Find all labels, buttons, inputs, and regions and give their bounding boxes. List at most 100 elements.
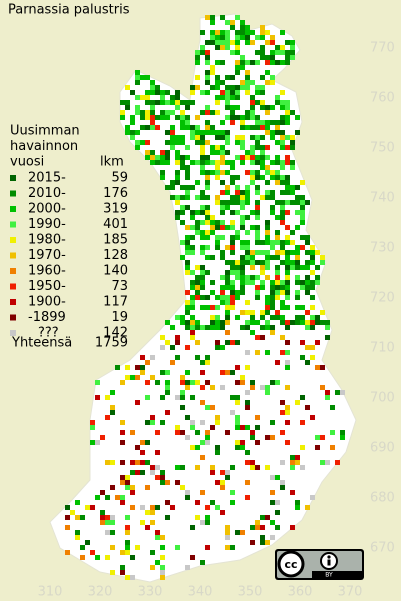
cell — [180, 255, 185, 260]
cell — [165, 100, 170, 105]
cell — [270, 330, 275, 335]
cell — [235, 190, 240, 195]
cell — [205, 120, 210, 125]
cell — [210, 500, 215, 505]
cell — [190, 100, 195, 105]
cell — [110, 515, 115, 520]
cell — [180, 315, 185, 320]
cell — [125, 515, 130, 520]
cell — [270, 380, 275, 385]
cell — [230, 180, 235, 185]
cell — [235, 155, 240, 160]
cell — [205, 70, 210, 75]
cell — [260, 265, 265, 270]
cell — [270, 60, 275, 65]
legend-count: 185 — [103, 233, 128, 248]
cell — [280, 350, 285, 355]
cell — [210, 230, 215, 235]
cell — [340, 430, 345, 435]
cell — [190, 90, 195, 95]
cell — [100, 490, 105, 495]
cell — [240, 310, 245, 315]
cell — [205, 55, 210, 60]
cell — [180, 465, 185, 470]
cell — [270, 130, 275, 135]
cell — [295, 195, 300, 200]
cell — [220, 235, 225, 240]
cell — [160, 110, 165, 115]
cell — [205, 110, 210, 115]
cell — [125, 525, 130, 530]
cell — [110, 390, 115, 395]
cell — [175, 115, 180, 120]
cell — [195, 130, 200, 135]
cell — [150, 520, 155, 525]
cell — [245, 350, 250, 355]
cell — [65, 525, 70, 530]
cell — [210, 130, 215, 135]
cell — [310, 495, 315, 500]
cell — [210, 465, 215, 470]
cell — [335, 460, 340, 465]
cell — [175, 135, 180, 140]
cell — [285, 210, 290, 215]
cell — [265, 305, 270, 310]
cell — [205, 220, 210, 225]
cell — [180, 405, 185, 410]
cell — [185, 170, 190, 175]
cell — [275, 525, 280, 530]
cell — [280, 280, 285, 285]
cell — [220, 470, 225, 475]
cell — [250, 180, 255, 185]
cell — [315, 315, 320, 320]
cell — [155, 505, 160, 510]
cell — [270, 300, 275, 305]
cell — [200, 325, 205, 330]
cell — [270, 170, 275, 175]
cell — [260, 120, 265, 125]
cell — [245, 155, 250, 160]
cell — [215, 100, 220, 105]
cell — [295, 210, 300, 215]
cell — [215, 130, 220, 135]
cell — [245, 300, 250, 305]
cell — [255, 90, 260, 95]
cell — [290, 110, 295, 115]
y-tick-label: 760 — [370, 91, 395, 106]
cell — [215, 30, 220, 35]
cell — [215, 240, 220, 245]
cell — [230, 95, 235, 100]
cell — [255, 140, 260, 145]
cell — [190, 225, 195, 230]
cell — [280, 250, 285, 255]
cell — [190, 285, 195, 290]
cell — [195, 380, 200, 385]
cell — [305, 345, 310, 350]
cell — [280, 215, 285, 220]
cell — [285, 265, 290, 270]
cell — [300, 395, 305, 400]
cell — [275, 255, 280, 260]
cell — [235, 195, 240, 200]
legend-label: ??? — [38, 326, 59, 341]
cell — [195, 280, 200, 285]
cell — [175, 340, 180, 345]
legend-count: 73 — [111, 279, 128, 294]
cell — [195, 340, 200, 345]
cell — [285, 440, 290, 445]
cell — [260, 75, 265, 80]
cell — [255, 275, 260, 280]
cell — [215, 235, 220, 240]
cell — [270, 35, 275, 40]
cell — [95, 440, 100, 445]
cell — [280, 220, 285, 225]
cell — [265, 180, 270, 185]
cell — [190, 420, 195, 425]
cell — [210, 65, 215, 70]
cell — [220, 300, 225, 305]
cell — [210, 280, 215, 285]
cell — [285, 40, 290, 45]
cell — [160, 570, 165, 575]
legend-swatch — [10, 175, 16, 181]
cell — [200, 400, 205, 405]
